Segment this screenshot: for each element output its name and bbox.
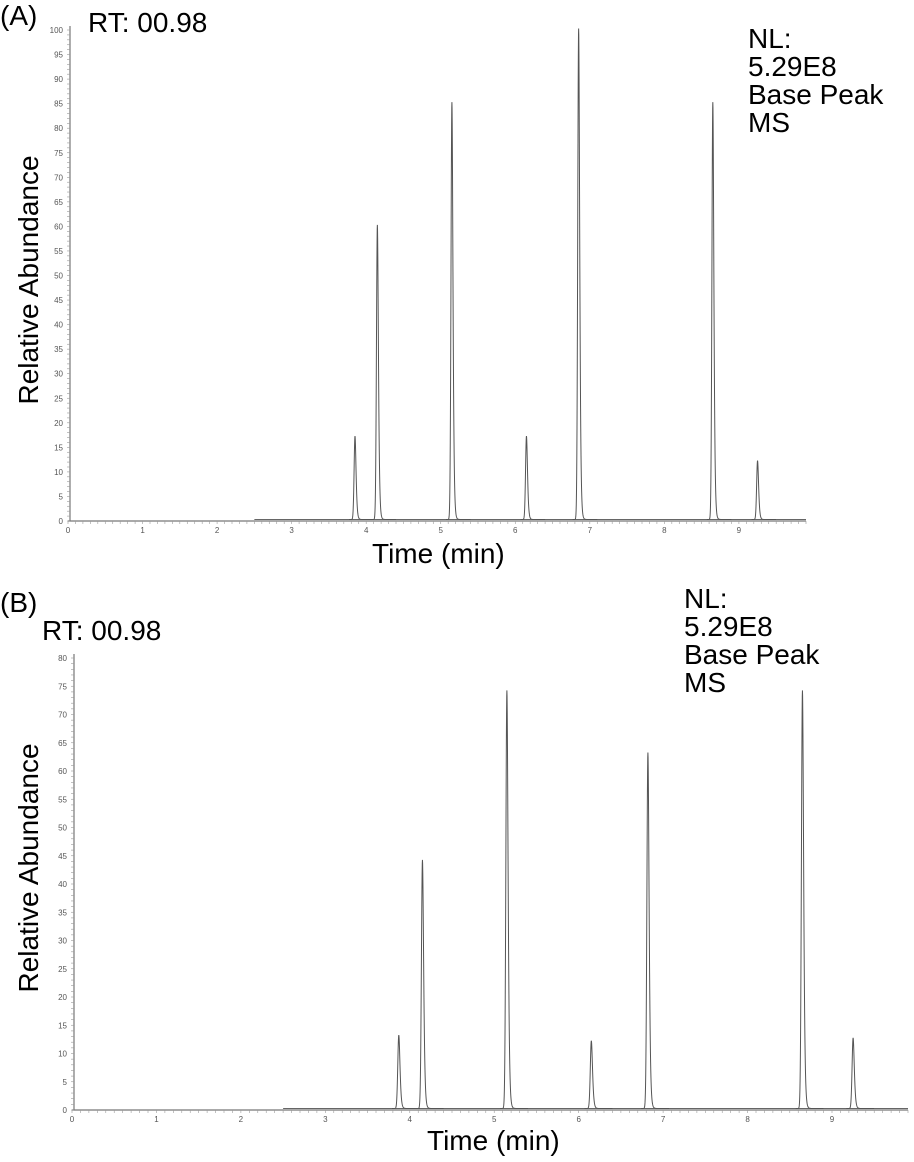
chromatogram-peak xyxy=(415,859,444,1109)
y-axis-title: Relative Abundance xyxy=(13,743,44,992)
chromatogram-peak xyxy=(500,690,528,1109)
y-tick-label: 80 xyxy=(54,124,63,133)
chromatogram-peak xyxy=(371,224,396,520)
nl-info-line: NL: xyxy=(684,583,728,614)
chromatogram-peak xyxy=(445,102,471,520)
y-tick-label: 20 xyxy=(58,993,67,1002)
y-tick-label: 25 xyxy=(54,394,63,403)
chromatogram-peak xyxy=(584,1040,613,1109)
x-tick-label: 9 xyxy=(830,1115,835,1124)
y-tick-label: 0 xyxy=(59,517,64,526)
x-tick-label: 4 xyxy=(408,1115,413,1124)
chromatogram-peak xyxy=(846,1037,875,1109)
y-tick-label: 50 xyxy=(58,824,67,833)
x-tick-label: 1 xyxy=(154,1115,159,1124)
y-tick-label: 15 xyxy=(54,443,63,452)
x-tick-label: 9 xyxy=(737,526,742,535)
y-tick-label: 20 xyxy=(54,419,63,428)
rt-label: RT: 00.98 xyxy=(88,7,207,38)
y-tick-label: 5 xyxy=(59,492,64,501)
y-tick-label: 40 xyxy=(54,321,63,330)
x-tick-label: 8 xyxy=(662,526,667,535)
y-tick-label: 90 xyxy=(54,75,63,84)
chromatogram-peak xyxy=(520,435,546,520)
y-tick-label: 35 xyxy=(54,345,63,354)
nl-info-line: 5.29E8 xyxy=(684,611,773,642)
panel-label: (B) xyxy=(0,587,37,618)
x-tick-label: 6 xyxy=(576,1115,581,1124)
y-tick-label: 65 xyxy=(58,739,67,748)
y-tick-label: 75 xyxy=(58,682,67,691)
y-tick-label: 80 xyxy=(58,654,67,663)
x-tick-label: 1 xyxy=(140,526,145,535)
y-tick-label: 30 xyxy=(58,937,67,946)
x-tick-label: 5 xyxy=(439,526,444,535)
x-tick-label: 0 xyxy=(70,1115,75,1124)
y-tick-label: 5 xyxy=(63,1078,68,1087)
x-tick-label: 6 xyxy=(513,526,518,535)
y-tick-label: 85 xyxy=(54,100,63,109)
y-tick-label: 55 xyxy=(58,795,67,804)
x-tick-label: 5 xyxy=(492,1115,497,1124)
y-axis-title: Relative Abundance xyxy=(13,155,44,404)
nl-info-line: NL: xyxy=(748,23,792,54)
y-tick-label: 60 xyxy=(58,767,67,776)
nl-info-line: 5.29E8 xyxy=(748,51,837,82)
y-tick-label: 25 xyxy=(58,965,67,974)
y-tick-label: 75 xyxy=(54,149,63,158)
nl-info-line: MS xyxy=(684,667,726,698)
y-tick-label: 15 xyxy=(58,1021,67,1030)
chromatogram-peak xyxy=(572,28,598,520)
x-tick-label: 4 xyxy=(364,526,369,535)
x-tick-label: 3 xyxy=(323,1115,328,1124)
x-tick-label: 7 xyxy=(588,526,593,535)
y-tick-label: 45 xyxy=(54,296,63,305)
chromatogram-peak xyxy=(706,102,732,520)
y-tick-label: 65 xyxy=(54,198,63,207)
y-tick-label: 95 xyxy=(54,51,63,60)
nl-info-line: Base Peak xyxy=(684,639,820,670)
x-axis-title: Time (min) xyxy=(427,1125,560,1156)
x-axis-title: Time (min) xyxy=(372,538,505,569)
x-tick-label: 7 xyxy=(661,1115,666,1124)
y-tick-label: 30 xyxy=(54,370,63,379)
chromatogram-peak xyxy=(392,1034,420,1109)
x-tick-label: 2 xyxy=(239,1115,244,1124)
chromatogram-peak xyxy=(795,690,824,1109)
y-tick-label: 100 xyxy=(50,26,64,35)
nl-info-line: MS xyxy=(748,107,790,138)
x-tick-label: 2 xyxy=(215,526,220,535)
y-tick-label: 0 xyxy=(63,1106,68,1115)
x-tick-label: 8 xyxy=(745,1115,750,1124)
x-tick-label: 3 xyxy=(289,526,294,535)
x-tick-label: 0 xyxy=(66,526,71,535)
y-tick-label: 35 xyxy=(58,908,67,917)
y-tick-label: 40 xyxy=(58,880,67,889)
panel-label: (A) xyxy=(0,0,37,31)
rt-label: RT: 00.98 xyxy=(42,615,161,646)
y-tick-label: 55 xyxy=(54,247,63,256)
chromatogram-peak xyxy=(349,435,374,520)
y-tick-label: 50 xyxy=(54,272,63,281)
chromatogram-peak xyxy=(751,460,777,520)
y-tick-label: 10 xyxy=(54,468,63,477)
y-tick-label: 70 xyxy=(58,711,67,720)
y-tick-label: 45 xyxy=(58,852,67,861)
y-tick-label: 60 xyxy=(54,222,63,231)
y-tick-label: 70 xyxy=(54,173,63,182)
nl-info-line: Base Peak xyxy=(748,79,884,110)
chromatogram-peak xyxy=(641,752,670,1109)
y-tick-label: 10 xyxy=(58,1050,67,1059)
